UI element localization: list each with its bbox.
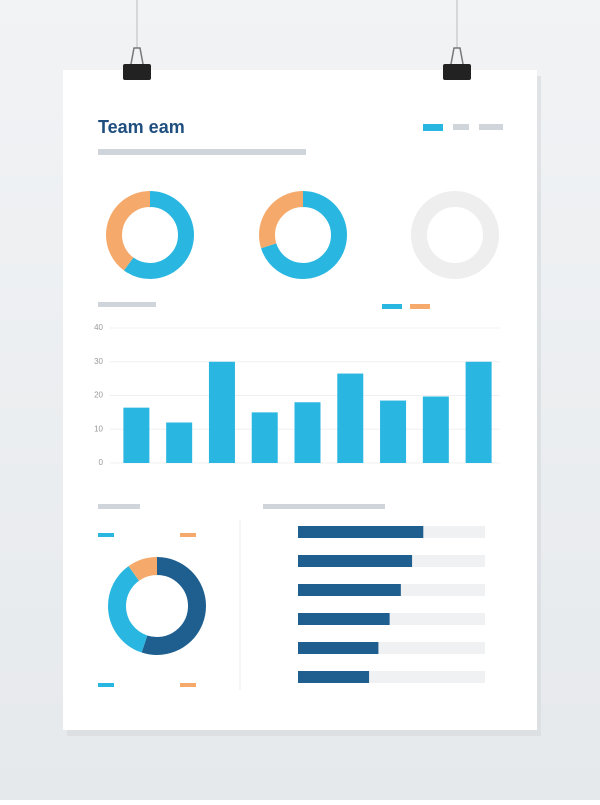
bar xyxy=(422,396,449,463)
clip-handle xyxy=(450,47,464,65)
hbar xyxy=(298,671,370,683)
hbar xyxy=(298,555,413,567)
tab xyxy=(423,124,443,131)
bar xyxy=(337,373,364,463)
bar xyxy=(208,361,235,463)
y-tick-label: 0 xyxy=(99,458,104,467)
bar xyxy=(166,422,193,463)
y-tick-label: 30 xyxy=(94,357,103,366)
legend-chip xyxy=(98,683,114,687)
legend-chip xyxy=(410,304,430,309)
placeholder xyxy=(479,124,503,130)
bar xyxy=(251,412,278,463)
illegible-text-placeholders xyxy=(98,124,503,690)
hbar xyxy=(298,642,379,654)
hbar xyxy=(298,526,424,538)
donut-segment xyxy=(411,191,499,279)
y-tick-label: 10 xyxy=(94,424,103,433)
legend-chip xyxy=(180,683,196,687)
bar xyxy=(380,400,407,463)
placeholder xyxy=(263,504,385,509)
bar xyxy=(465,361,492,463)
y-tick-label: 20 xyxy=(94,391,103,400)
y-tick-label: 40 xyxy=(94,323,103,332)
clip xyxy=(443,64,471,80)
legend-chip xyxy=(382,304,402,309)
hbar xyxy=(298,584,401,596)
donut-segment xyxy=(108,557,206,655)
hbar xyxy=(298,613,390,625)
clip xyxy=(123,64,151,80)
legend-chip xyxy=(180,533,196,537)
placeholder xyxy=(98,504,140,509)
donut-segment xyxy=(106,191,194,279)
clip-handle xyxy=(130,47,144,65)
placeholder xyxy=(98,302,156,307)
donut-segment xyxy=(259,191,347,279)
legend-chip xyxy=(98,533,114,537)
bar xyxy=(294,402,321,463)
donut-segment xyxy=(108,557,206,655)
placeholder xyxy=(98,149,306,155)
bar xyxy=(123,407,150,463)
placeholder xyxy=(453,124,469,130)
title: Team eam xyxy=(98,117,185,137)
clips xyxy=(123,0,471,80)
